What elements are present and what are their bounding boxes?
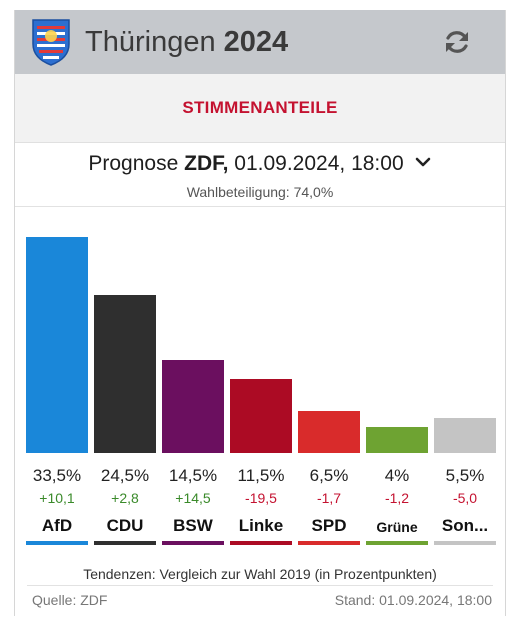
party-label-spd: SPD xyxy=(311,516,347,535)
party-underline-afd xyxy=(26,541,88,545)
source-text: Quelle: ZDF xyxy=(32,592,108,608)
value-label-cdu: 24,5% xyxy=(100,466,150,485)
bar-spd xyxy=(298,411,360,453)
value-label-bsw: 14,5% xyxy=(168,466,218,485)
comparison-note: Tendenzen: Vergleich zur Wahl 2019 (in P… xyxy=(83,566,437,582)
party-underline-bsw xyxy=(162,541,224,545)
party-label-son: Son... xyxy=(441,516,489,535)
page-title: Thüringen 2024 xyxy=(85,24,288,60)
party-underline-son xyxy=(434,541,496,545)
party-label-gr-ne: Grüne xyxy=(376,519,418,535)
forecast-selector[interactable]: Prognose ZDF, 01.09.2024, 18:00 xyxy=(15,150,505,180)
bar-son xyxy=(434,418,496,453)
change-label-linke: -19,5 xyxy=(245,490,277,506)
turnout-text: Wahlbeteiligung: 74,0% xyxy=(186,184,334,200)
forecast-label: Prognose ZDF, 01.09.2024, 18:00 xyxy=(88,152,403,175)
party-label-cdu: CDU xyxy=(106,516,144,535)
divider xyxy=(27,585,493,586)
value-label-spd: 6,5% xyxy=(309,466,349,485)
party-label-linke: Linke xyxy=(238,516,284,535)
chevron-down-icon xyxy=(415,157,430,167)
value-label-gr-ne: 4% xyxy=(384,466,410,485)
election-year: 2024 xyxy=(223,26,289,58)
value-label-afd: 33,5% xyxy=(32,466,82,485)
value-label-son: 5,5% xyxy=(445,466,485,485)
timestamp-text: Stand: 01.09.2024, 18:00 xyxy=(334,592,492,608)
party-underline-cdu xyxy=(94,541,156,545)
party-label-afd: AfD xyxy=(41,516,73,535)
change-label-gr-ne: -1,2 xyxy=(384,490,410,506)
state-name: Thüringen xyxy=(85,26,216,58)
change-label-cdu: +2,8 xyxy=(111,490,139,506)
party-underline-gr-ne xyxy=(366,541,428,545)
bar-bsw xyxy=(162,360,224,453)
forecast-prefix: Prognose xyxy=(88,152,179,175)
change-label-spd: -1,7 xyxy=(316,490,342,506)
thuringia-crest-icon xyxy=(32,19,70,66)
value-label-linke: 11,5% xyxy=(237,466,285,485)
forecast-source: ZDF, xyxy=(184,152,229,175)
change-label-son: -5,0 xyxy=(452,490,478,506)
widget-header: Thüringen 2024 xyxy=(15,10,505,74)
party-underline-linke xyxy=(230,541,292,545)
party-underline-spd xyxy=(298,541,360,545)
change-label-afd: +10,1 xyxy=(39,490,75,506)
refresh-icon[interactable] xyxy=(441,26,473,58)
tab-stimmenanteile[interactable]: STIMMENANTEILE xyxy=(182,98,338,117)
vote-share-chart: 33,5% +10,1 AfD 24,5% +2,8 CDU 14,5% +14,5 BSW 11… xyxy=(15,210,505,550)
bar-cdu xyxy=(94,295,156,453)
election-widget: Thüringen 2024 STIMMENANTEILE Prognose ZD… xyxy=(14,10,506,616)
change-label-bsw: +14,5 xyxy=(175,490,211,506)
tab-bar: STIMMENANTEILE xyxy=(15,74,505,143)
bar-gr-ne xyxy=(366,427,428,453)
forecast-datetime: 01.09.2024, 18:00 xyxy=(234,152,404,175)
divider xyxy=(15,206,505,207)
bar-afd xyxy=(26,237,88,453)
bar-linke xyxy=(230,379,292,453)
party-label-bsw: BSW xyxy=(173,516,213,535)
